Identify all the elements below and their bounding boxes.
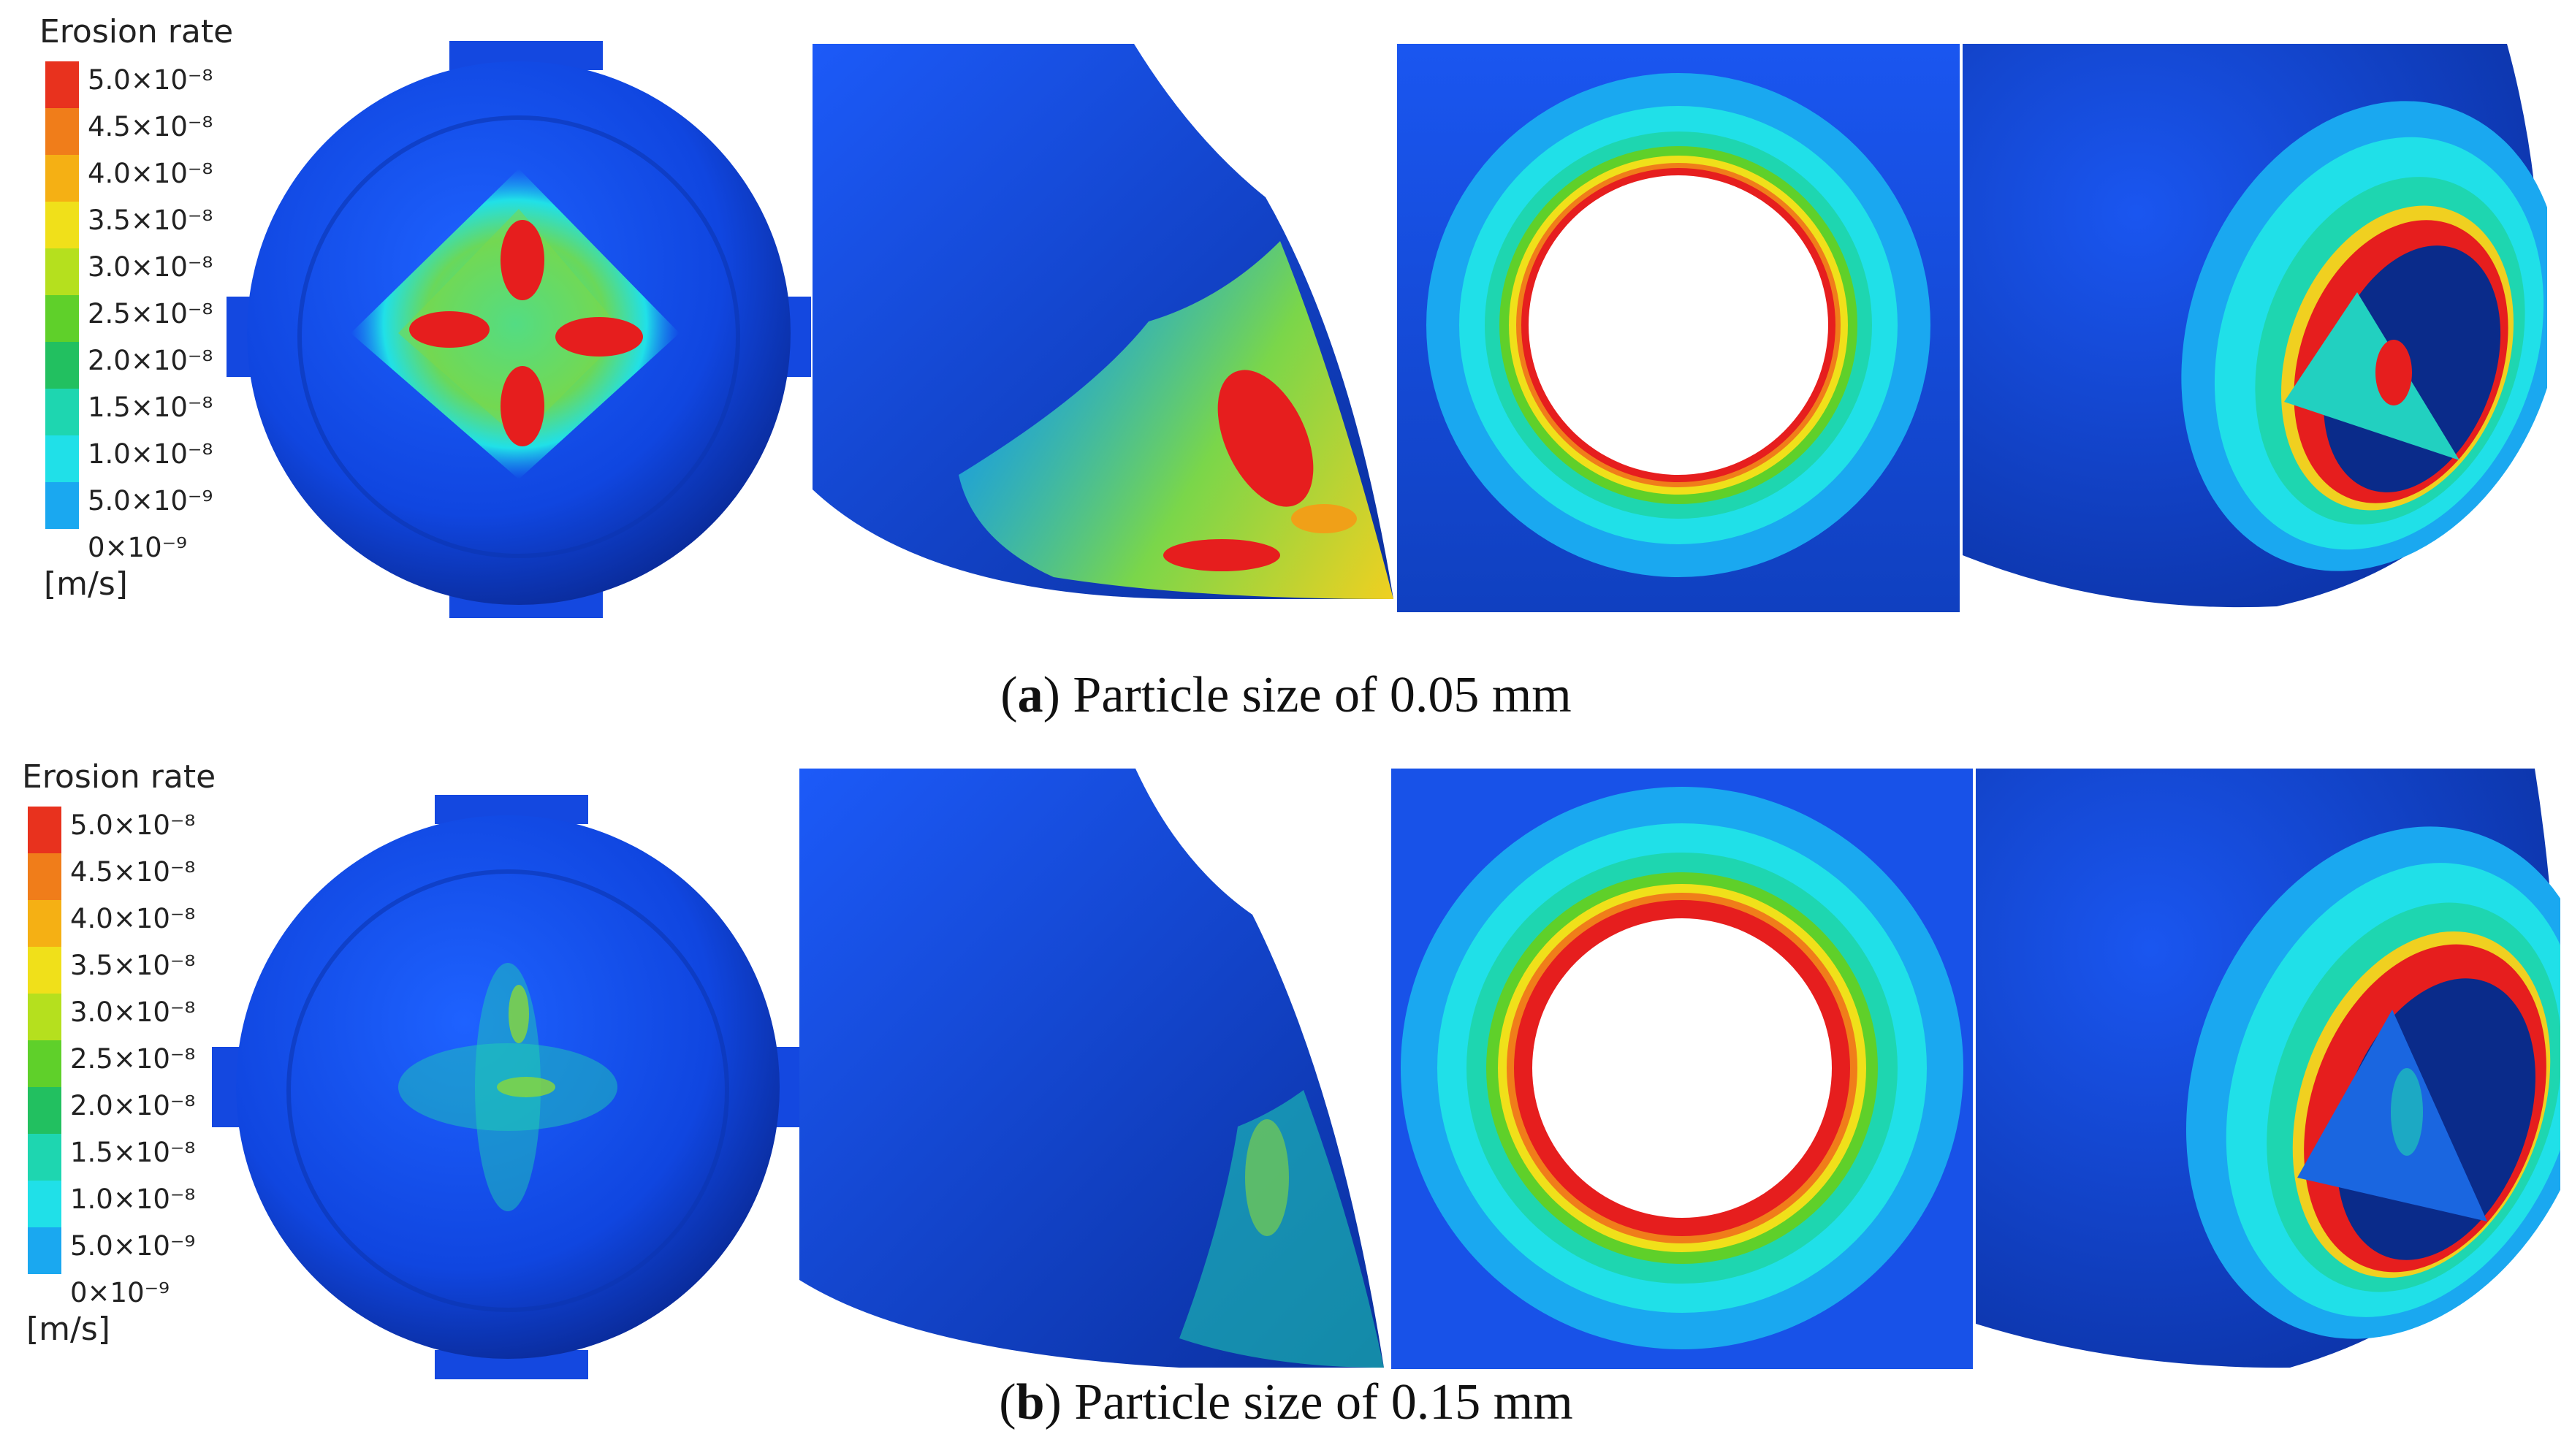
legend-tick: 5.0×10⁻⁸ bbox=[70, 809, 196, 841]
legend-tick: 4.0×10⁻⁸ bbox=[70, 903, 196, 934]
legend-tick: 0×10⁻⁹ bbox=[70, 1277, 170, 1308]
legend-tick: 2.0×10⁻⁸ bbox=[88, 345, 213, 376]
erosion-view-oblique bbox=[1976, 769, 2560, 1369]
legend-title: Erosion rate bbox=[22, 758, 216, 796]
legend-tick: 1.5×10⁻⁸ bbox=[88, 392, 213, 423]
legend-title: Erosion rate bbox=[39, 13, 234, 50]
legend-tick: 1.5×10⁻⁸ bbox=[70, 1137, 196, 1168]
legend-b: Erosion rate 5.0×10⁻⁸ 4.5×10⁻⁸ 4.0×10⁻⁸ … bbox=[22, 758, 241, 1348]
legend-colorbar bbox=[45, 61, 79, 529]
legend-tick: 2.0×10⁻⁸ bbox=[70, 1090, 196, 1121]
legend-tick: 4.5×10⁻⁸ bbox=[70, 856, 196, 888]
erosion-view-oblique bbox=[1963, 44, 2547, 614]
legend-tick: 5.0×10⁻⁹ bbox=[70, 1230, 196, 1262]
erosion-view-top bbox=[227, 41, 811, 618]
panel-caption-b: (b) Particle size of 0.15 mm bbox=[999, 1374, 1573, 1430]
legend-unit: [m/s] bbox=[26, 1311, 110, 1348]
legend-tick: 4.0×10⁻⁸ bbox=[88, 158, 213, 189]
legend-tick: 2.5×10⁻⁸ bbox=[70, 1043, 196, 1075]
legend-tick: 4.5×10⁻⁸ bbox=[88, 111, 213, 142]
legend-tick: 1.0×10⁻⁸ bbox=[70, 1184, 196, 1215]
panel-a: Erosion rate 5.0×10⁻⁸ 4.5×10⁻⁸ 4.0×10⁻⁸ … bbox=[0, 0, 2572, 723]
legend-tick: 2.5×10⁻⁸ bbox=[88, 298, 213, 329]
legend-tick: 1.0×10⁻⁸ bbox=[88, 438, 213, 470]
erosion-view-top bbox=[212, 795, 804, 1379]
legend-tick: 3.5×10⁻⁸ bbox=[88, 205, 213, 236]
legend-tick: 5.0×10⁻⁹ bbox=[88, 485, 213, 517]
erosion-view-cone bbox=[813, 44, 1393, 614]
legend-a: Erosion rate 5.0×10⁻⁸ 4.5×10⁻⁸ 4.0×10⁻⁸ … bbox=[39, 13, 259, 603]
legend-tick: 3.0×10⁻⁸ bbox=[88, 251, 213, 283]
erosion-view-ring bbox=[1391, 769, 1973, 1369]
legend-tick: 3.5×10⁻⁸ bbox=[70, 950, 196, 981]
panel-caption-a: (a) Particle size of 0.05 mm bbox=[1000, 667, 1572, 723]
legend-tick: 0×10⁻⁹ bbox=[88, 532, 187, 563]
legend-colorbar bbox=[28, 807, 61, 1274]
panel-b: Erosion rate 5.0×10⁻⁸ 4.5×10⁻⁸ 4.0×10⁻⁸ … bbox=[0, 745, 2572, 1456]
legend-tick: 5.0×10⁻⁸ bbox=[88, 64, 213, 96]
erosion-view-cone bbox=[799, 769, 1384, 1368]
legend-unit: [m/s] bbox=[44, 565, 128, 603]
erosion-view-ring bbox=[1397, 44, 1960, 612]
legend-tick: 3.0×10⁻⁸ bbox=[70, 996, 196, 1028]
